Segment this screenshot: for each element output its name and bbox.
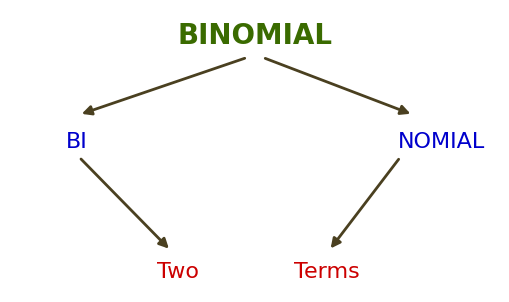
Text: BI: BI xyxy=(66,132,88,152)
Text: Two: Two xyxy=(157,262,199,282)
Text: Terms: Terms xyxy=(293,262,358,282)
Text: BINOMIAL: BINOMIAL xyxy=(177,22,332,50)
Text: NOMIAL: NOMIAL xyxy=(397,132,484,152)
